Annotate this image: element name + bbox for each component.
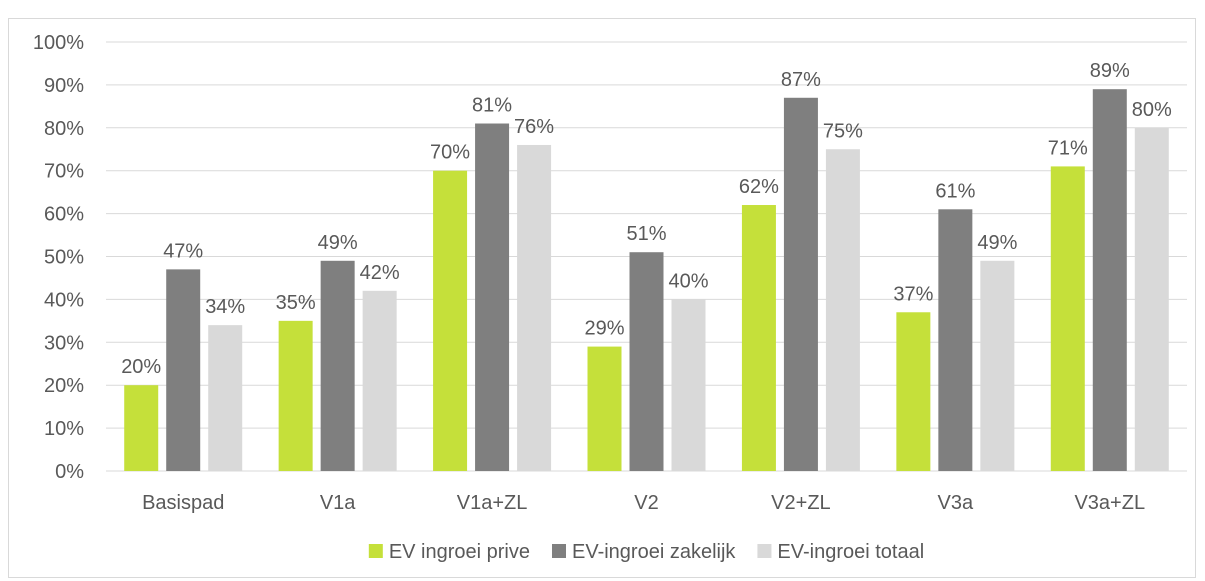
y-tick-label: 100%: [33, 32, 84, 54]
y-tick-label: 50%: [44, 247, 84, 269]
bar: [433, 170, 468, 471]
legend-label: EV-ingroei totaal: [777, 541, 924, 563]
legend-swatch: [552, 544, 566, 558]
bar: [671, 299, 706, 471]
data-label: 35%: [276, 292, 316, 314]
y-tick-label: 80%: [44, 118, 84, 140]
data-label: 76%: [514, 116, 554, 138]
bar: [362, 290, 397, 471]
bar: [1092, 89, 1127, 471]
bar: [1050, 166, 1085, 471]
y-tick-label: 30%: [44, 332, 84, 354]
data-label: 49%: [977, 232, 1017, 254]
bar: [1134, 127, 1169, 472]
data-label: 61%: [935, 180, 975, 202]
bar: [825, 149, 860, 471]
data-label: 37%: [893, 283, 933, 305]
y-tick-label: 10%: [44, 418, 84, 440]
x-tick-label: V2: [634, 492, 658, 514]
bar: [320, 260, 355, 471]
x-tick-label: V3a+ZL: [1074, 492, 1145, 514]
y-tick-label: 0%: [55, 461, 84, 483]
x-tick-label: V2+ZL: [771, 492, 830, 514]
y-tick-label: 70%: [44, 161, 84, 183]
y-tick-label: 20%: [44, 375, 84, 397]
bar: [166, 269, 201, 471]
bar: [629, 252, 664, 471]
bar: [278, 320, 313, 471]
data-label: 40%: [668, 270, 708, 292]
data-label: 51%: [626, 223, 666, 245]
data-label: 89%: [1090, 60, 1130, 82]
data-label: 20%: [121, 356, 161, 378]
bar: [896, 312, 931, 471]
bar: [124, 385, 159, 471]
bar: [938, 209, 973, 471]
y-tick-label: 90%: [44, 75, 84, 97]
legend-label: EV ingroei prive: [389, 541, 530, 563]
x-tick-label: V1a: [320, 492, 356, 514]
data-label: 42%: [360, 262, 400, 284]
data-label: 81%: [472, 95, 512, 117]
y-tick-label: 60%: [44, 204, 84, 226]
legend-swatch: [757, 544, 772, 558]
y-tick-label: 40%: [44, 289, 84, 311]
bar: [587, 346, 622, 471]
bar-chart: 0% 10% 20% 30% 40% 50% 60% 70% 80% 90% 100% 20% 47% 3…: [33, 32, 1187, 563]
data-label: 47%: [163, 240, 203, 262]
data-label: 70%: [430, 142, 470, 164]
bar: [475, 123, 510, 471]
data-label: 34%: [205, 296, 245, 318]
data-label: 75%: [823, 120, 863, 142]
bar: [980, 260, 1015, 471]
bar: [208, 325, 243, 471]
data-label: 80%: [1132, 99, 1172, 121]
x-tick-label: V1a+ZL: [457, 492, 528, 514]
legend-label: EV-ingroei zakelijk: [572, 541, 736, 563]
bar: [517, 144, 552, 471]
x-tick-label: V3a: [938, 492, 974, 514]
legend-swatch: [368, 544, 383, 558]
chart-frame: 0% 10% 20% 30% 40% 50% 60% 70% 80% 90% 100% 20% 47% 3…: [8, 18, 1196, 578]
bar: [783, 97, 818, 472]
bar: [741, 205, 776, 471]
data-label: 29%: [584, 318, 624, 340]
data-label: 49%: [318, 232, 358, 254]
data-label: 71%: [1048, 137, 1088, 159]
x-tick-label: Basispad: [142, 492, 224, 514]
data-label: 62%: [739, 176, 779, 198]
data-label: 87%: [781, 69, 821, 91]
